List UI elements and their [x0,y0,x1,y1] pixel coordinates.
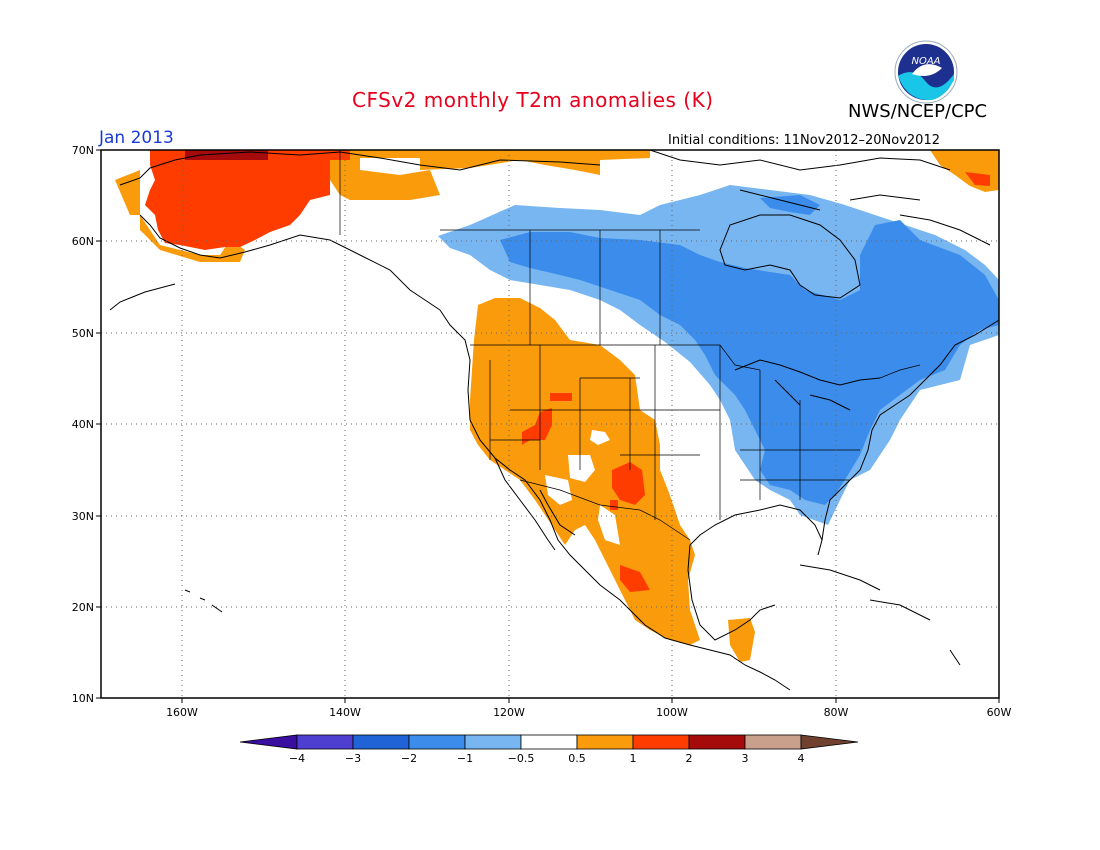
lat-label-10n: 10N [72,692,94,705]
lat-label-70n: 70N [72,144,94,157]
lat-label-20n: 20N [72,601,94,614]
lon-label-120w: 120W [493,706,525,719]
axis-ticks [96,149,1000,703]
colorbar-label-1: 1 [630,752,637,765]
west-red-spot-3 [612,462,645,505]
lon-label-160w: 160W [166,706,198,719]
alaska-darkred-region [185,150,268,160]
lon-label-140w: 140W [329,706,361,719]
colorbar-cell-0 [239,734,298,750]
lat-label-60n: 60N [72,235,94,248]
anomaly-fields [101,150,999,662]
borders [339,150,921,541]
colorbar-cell-4 [464,734,522,750]
lon-label-100w: 100W [656,706,688,719]
colorbar-label-neg3: −3 [345,752,361,765]
west-white-gap-4 [598,505,620,545]
colorbar-label-3: 3 [742,752,749,765]
colorbar-label-4: 4 [798,752,805,765]
west-white-gap-1 [590,430,610,445]
west-white-gap-2 [568,455,595,482]
yukon-orange-region [330,150,440,200]
map-title: CFSv2 monthly T2m anomalies (K) [352,88,714,112]
colorbar-label-neg2: −2 [401,752,417,765]
agency-label: NWS/NCEP/CPC [848,101,988,122]
baja-california [494,457,576,551]
arctic-islands [649,150,991,246]
gulf-coastline [687,504,823,641]
lat-label-50n: 50N [72,327,94,340]
canada-provinces [440,229,700,345]
west-red-spot-2 [550,393,572,401]
colorbar-label-neg05: −0.5 [508,752,535,765]
colorbar-cell-7 [632,734,690,750]
initial-conditions: Initial conditions: 11Nov2012–20Nov2012 [668,133,940,148]
colorbar [239,734,859,750]
colorbar-cell-6 [576,734,634,750]
hawaii-islands [184,589,223,613]
lat-label-40n: 40N [72,418,94,431]
colorbar-label-neg4: −4 [289,752,305,765]
colorbar-label-neg1: −1 [457,752,473,765]
colorbar-cell-9 [744,734,802,750]
aleutian-islands [109,283,176,311]
state-borders [489,345,860,520]
colorbar-cell-5 [520,734,578,750]
west-white-gap-3 [545,475,572,505]
noaa-logo: NOAA [894,40,958,104]
west-red-spot-1 [522,408,552,445]
colorbar-label-2: 2 [686,752,693,765]
logo-text: NOAA [911,56,940,67]
hudson-bay [719,214,861,299]
forecast-month: Jan 2013 [99,128,174,148]
east-blue-region [500,195,999,505]
us-canada-border [470,344,921,379]
east-coastline [821,319,999,541]
west-red-spot-4 [620,565,650,592]
colorbar-cell-1 [296,734,354,750]
colorbar-cell-3 [408,734,466,750]
lon-label-80w: 80W [824,706,849,719]
colorbar-label-05: 0.5 [568,752,586,765]
northeast-red-corner [965,172,990,186]
coastlines [109,150,999,691]
lat-label-30n: 30N [72,510,94,523]
us-mexico-border [519,479,691,541]
great-lakes [734,359,881,411]
colorbar-cell-2 [352,734,410,750]
alaska-red-region [145,150,350,250]
lon-label-60w: 60W [987,706,1012,719]
caribbean-islands [799,564,961,666]
west-red-spot-5 [610,500,618,510]
colorbar-cell-10 [800,734,859,750]
west-coastline [439,309,791,691]
colorbar-cell-8 [688,734,746,750]
